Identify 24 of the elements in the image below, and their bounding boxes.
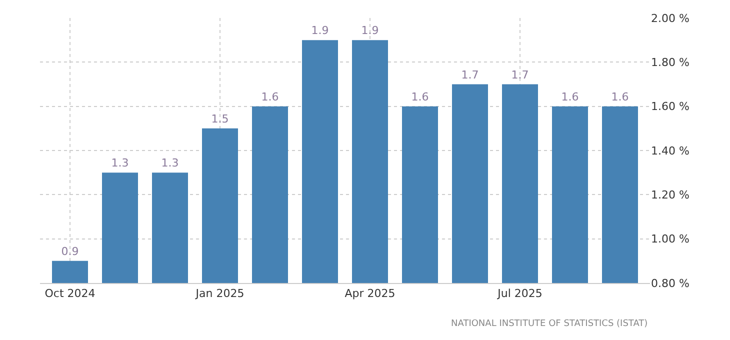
data-label: 1.7 [511, 68, 529, 82]
y-tick-label: 0.80 % [651, 276, 690, 290]
data-label: 0.9 [61, 244, 79, 258]
data-label: 1.6 [611, 90, 629, 104]
y-tick-label: 1.60 % [651, 100, 690, 114]
x-tick-label: Jul 2025 [496, 287, 542, 300]
data-label: 1.3 [161, 156, 179, 170]
data-label: 1.7 [461, 68, 479, 82]
data-label: 1.6 [411, 90, 429, 104]
data-label: 1.6 [561, 90, 579, 104]
text: NATIONAL INSTITUTE OF STATISTICS (ISTAT) [451, 319, 648, 329]
data-label: 1.9 [311, 24, 329, 38]
data-label: 1.3 [111, 156, 129, 170]
x-tick-label: Jan 2025 [194, 287, 244, 300]
data-label: 1.5 [211, 112, 229, 126]
y-tick-label: 1.20 % [651, 188, 690, 202]
y-tick-label: 2.00 % [651, 12, 690, 25]
y-tick-label: 1.00 % [651, 232, 690, 246]
x-tick-label: Oct 2024 [44, 287, 96, 300]
y-tick-label: 1.80 % [651, 56, 690, 70]
x-tick-label: Apr 2025 [344, 287, 396, 300]
data-label: 1.6 [261, 90, 279, 104]
data-label: 1.9 [361, 24, 379, 38]
y-tick-label: 1.40 % [651, 144, 690, 158]
